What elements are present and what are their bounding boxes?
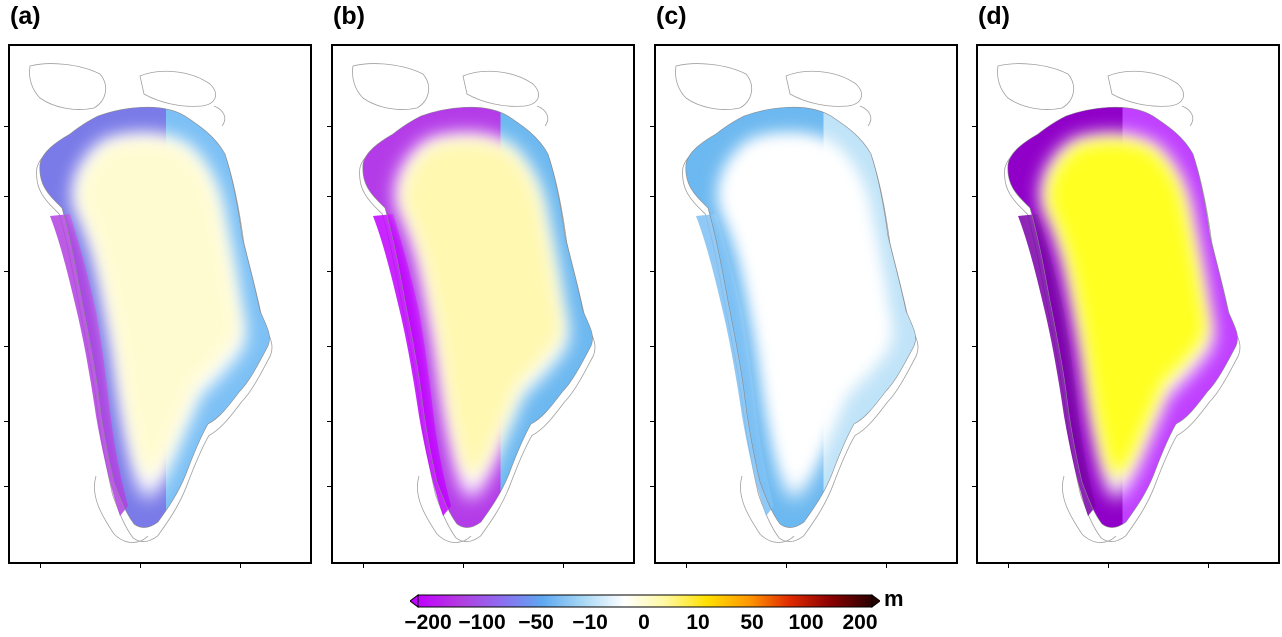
frame-tick (40, 562, 41, 568)
frame-tick (327, 346, 333, 347)
greenland-map-c (675, 63, 919, 543)
greenland-map-d (997, 63, 1241, 543)
panel-b-map (327, 44, 635, 568)
colorbar (410, 594, 880, 608)
frame-tick (650, 126, 656, 127)
frame-tick (786, 562, 787, 568)
interior (1047, 140, 1207, 478)
frame-tick (972, 271, 978, 272)
panel-b-label: (b) (333, 2, 365, 30)
frame-tick (240, 562, 241, 568)
frame-tick (972, 421, 978, 422)
frame-tick (1208, 562, 1209, 568)
frame-tick (1108, 562, 1109, 568)
frame-tick (4, 196, 10, 197)
frame-tick (327, 271, 333, 272)
outline (1007, 106, 1238, 528)
frame-tick (886, 562, 887, 568)
outline (685, 106, 916, 528)
colorbar-tick-label: −100 (458, 611, 506, 634)
frame-tick (4, 126, 10, 127)
colorbar-tick-label: 100 (788, 611, 824, 634)
west-margin (50, 214, 128, 516)
colorbar-tick-label: −10 (572, 611, 608, 634)
frame-tick (650, 421, 656, 422)
colorbar-tick-label: −50 (518, 611, 554, 634)
colorbar-arrow-right (871, 594, 880, 608)
panel-c-map (650, 44, 958, 568)
frame-tick (327, 196, 333, 197)
colorbar-tick-label: 10 (686, 611, 710, 634)
frame-tick (1008, 562, 1009, 568)
frame-tick (972, 196, 978, 197)
colorbar-tick-label: 200 (842, 611, 878, 634)
panel-d-map (972, 44, 1280, 568)
panel-a-label: (a) (10, 2, 41, 30)
frame-tick (650, 196, 656, 197)
colorbar-arrow-left (410, 594, 419, 608)
interior (725, 140, 885, 478)
frame-tick (463, 562, 464, 568)
colorbar-tick-label: −200 (404, 611, 452, 634)
colorbar-ramp (417, 594, 873, 608)
frame-tick (650, 346, 656, 347)
frame-tick (4, 271, 10, 272)
frame-tick (327, 126, 333, 127)
west-margin (373, 214, 451, 516)
panel-a-map (4, 44, 312, 568)
frame-tick (4, 346, 10, 347)
frame-tick (972, 126, 978, 127)
outline (362, 106, 593, 528)
panel-d-label: (d) (978, 2, 1010, 30)
frame-tick (4, 486, 10, 487)
coastline (675, 63, 919, 543)
frame-tick (650, 486, 656, 487)
frame-tick (972, 486, 978, 487)
frame-tick (972, 346, 978, 347)
interior (79, 140, 239, 478)
coastline (29, 63, 273, 543)
colorbar-tick-label: 0 (638, 611, 650, 634)
frame-tick (327, 421, 333, 422)
colorbar-unit: m (884, 586, 904, 611)
frame-tick (363, 562, 364, 568)
coastline (997, 63, 1241, 543)
greenland-map-b (352, 63, 596, 543)
frame-tick (140, 562, 141, 568)
frame-tick (650, 271, 656, 272)
frame-tick (327, 486, 333, 487)
frame-tick (4, 421, 10, 422)
coastline (352, 63, 596, 543)
west-margin (1018, 214, 1096, 516)
colorbar-tick-label: 50 (740, 611, 764, 634)
panel-c-label: (c) (656, 2, 687, 30)
frame-tick (686, 562, 687, 568)
frame-tick (563, 562, 564, 568)
interior (402, 140, 562, 478)
outline (39, 106, 270, 528)
west-margin (696, 214, 774, 516)
greenland-map-a (29, 63, 273, 543)
